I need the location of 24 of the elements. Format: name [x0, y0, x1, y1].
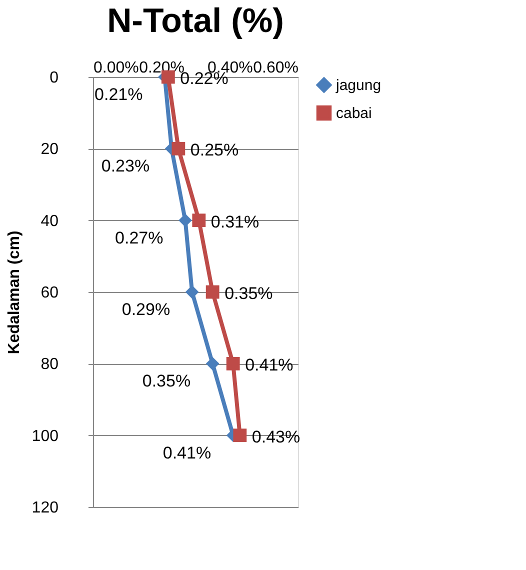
legend-label: cabai	[336, 105, 372, 122]
data-label: 0.41%	[245, 356, 294, 375]
y-tick-label: 20	[40, 141, 59, 158]
data-label: 0.35%	[224, 284, 273, 303]
y-tick-label: 40	[40, 212, 59, 230]
y-tick-label: 60	[40, 284, 59, 302]
data-label: 0.41%	[162, 443, 212, 462]
y-axis-title: Kedalaman (cm)	[6, 230, 23, 354]
legend-label: jagung	[335, 77, 382, 94]
data-label: 0.31%	[210, 212, 260, 232]
data-label: 0.21%	[94, 85, 143, 104]
data-label: 0.35%	[142, 372, 191, 391]
data-label: 0.43%	[252, 427, 300, 446]
y-tick-label: 0	[50, 70, 59, 86]
data-label: 0.23%	[101, 156, 150, 176]
data-label: 0.27%	[115, 228, 164, 248]
data-label: 0.25%	[190, 140, 239, 160]
x-tick-label: 0.00%	[94, 60, 139, 76]
y-tick-label: 80	[40, 356, 59, 374]
data-label: 0.29%	[122, 300, 170, 319]
y-tick-label: 120	[32, 500, 59, 516]
y-tick-label: 100	[32, 428, 59, 445]
chart-title: N-Total (%)	[107, 2, 284, 40]
x-tick-label: 0.60%	[253, 60, 298, 76]
